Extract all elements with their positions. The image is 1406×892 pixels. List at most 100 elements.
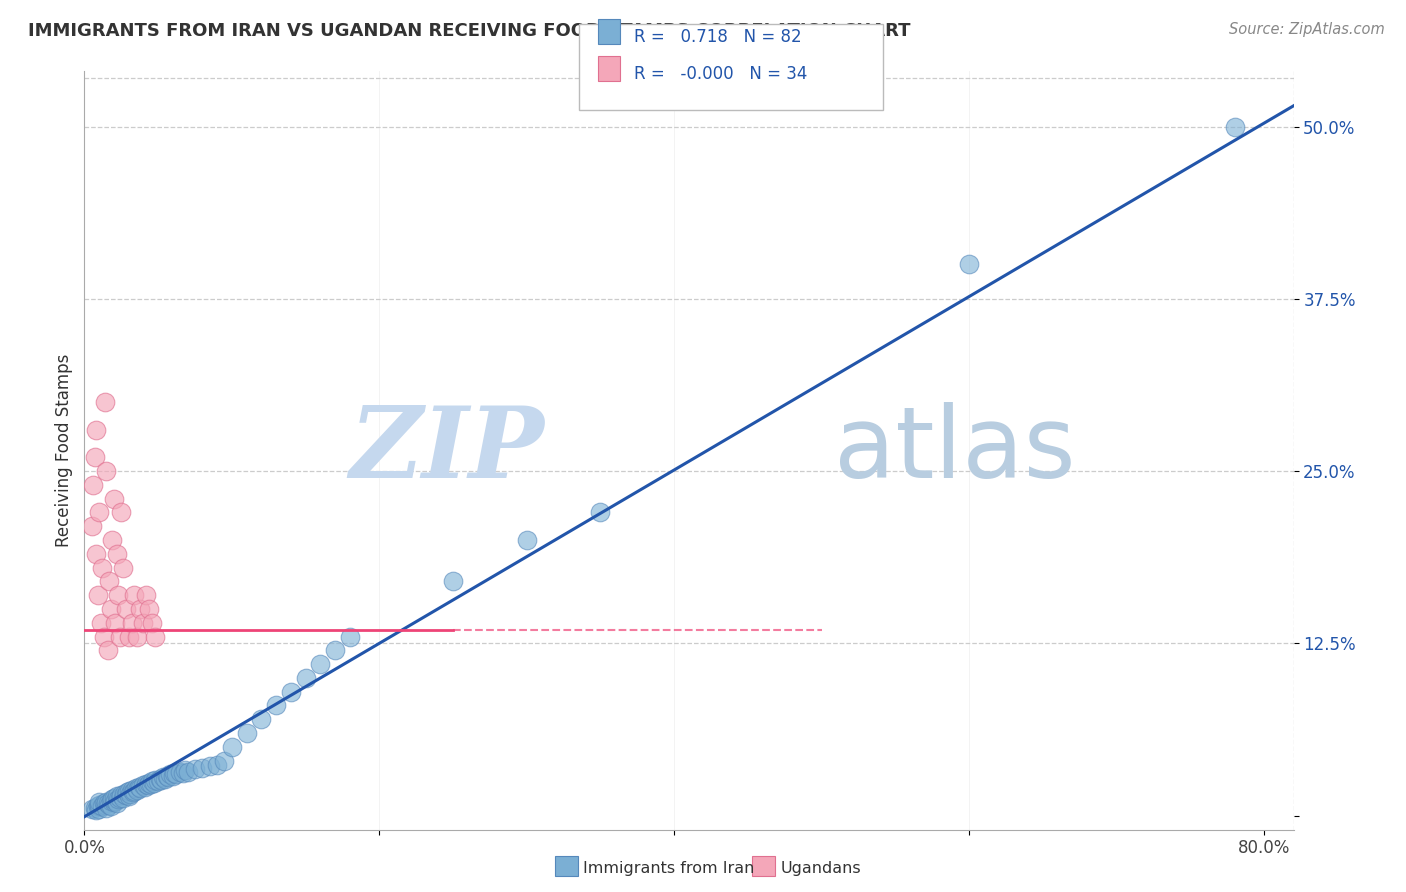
Point	[101, 533, 124, 547]
Point	[86, 799, 108, 814]
Text: R =   -0.000   N = 34: R = -0.000 N = 34	[634, 65, 807, 83]
Point	[111, 560, 134, 574]
Point	[135, 777, 157, 791]
Point	[142, 775, 165, 789]
Point	[156, 769, 179, 783]
Point	[96, 795, 118, 809]
Point	[157, 770, 180, 784]
Point	[108, 790, 131, 805]
Point	[120, 787, 142, 801]
Point	[124, 588, 146, 602]
Point	[101, 792, 124, 806]
Point	[250, 712, 273, 726]
Point	[105, 789, 128, 804]
Point	[80, 519, 103, 533]
Point	[235, 726, 257, 740]
Text: IMMIGRANTS FROM IRAN VS UGANDAN RECEIVING FOOD STAMPS CORRELATION CHART: IMMIGRANTS FROM IRAN VS UGANDAN RECEIVIN…	[28, 22, 911, 40]
Point	[104, 615, 127, 630]
Point	[135, 588, 157, 602]
Point	[104, 794, 127, 808]
Point	[129, 602, 152, 616]
Point	[176, 764, 198, 779]
Point	[117, 630, 139, 644]
Point	[132, 779, 155, 793]
Point	[264, 698, 287, 713]
Point	[103, 790, 125, 805]
Point	[589, 506, 612, 520]
Point	[162, 769, 184, 783]
Point	[214, 754, 236, 768]
Point	[172, 766, 194, 780]
Point	[103, 491, 125, 506]
Point	[84, 423, 107, 437]
Point	[294, 671, 316, 685]
Point	[141, 615, 163, 630]
Point	[173, 764, 195, 778]
Point	[97, 643, 120, 657]
Point	[94, 797, 117, 812]
Point	[84, 803, 107, 817]
Point	[132, 615, 155, 630]
Point	[114, 602, 136, 616]
Point	[98, 797, 121, 812]
Point	[105, 547, 128, 561]
Point	[96, 464, 118, 478]
Point	[84, 547, 107, 561]
Point	[105, 797, 128, 811]
Point	[86, 588, 108, 602]
Point	[110, 506, 132, 520]
Point	[124, 784, 146, 798]
Point	[121, 782, 143, 797]
Point	[100, 602, 122, 616]
Text: atlas: atlas	[834, 402, 1076, 499]
Point	[82, 478, 104, 492]
Point	[146, 774, 169, 789]
Point	[115, 785, 138, 799]
Text: ZIP: ZIP	[349, 402, 544, 499]
Point	[110, 788, 132, 802]
Point	[191, 760, 214, 774]
Point	[516, 533, 538, 547]
Point	[139, 777, 162, 791]
Point	[148, 772, 170, 786]
Point	[96, 800, 118, 814]
Point	[163, 766, 186, 780]
Point	[100, 794, 122, 808]
Point	[91, 560, 114, 574]
Point	[111, 790, 134, 805]
Point	[143, 630, 166, 644]
Point	[141, 774, 163, 789]
Point	[184, 762, 207, 776]
Point	[150, 772, 173, 787]
Point	[152, 770, 174, 784]
Point	[80, 802, 103, 816]
Point	[221, 739, 243, 754]
Point	[117, 784, 139, 798]
Point	[117, 789, 139, 804]
Point	[165, 767, 187, 781]
Point	[107, 588, 129, 602]
Point	[198, 759, 221, 773]
Point	[280, 684, 302, 698]
Y-axis label: Receiving Food Stamps: Receiving Food Stamps	[55, 354, 73, 547]
Point	[108, 630, 131, 644]
Point	[138, 775, 160, 789]
Point	[97, 797, 120, 811]
Point	[957, 257, 980, 271]
Point	[112, 787, 135, 801]
Point	[87, 795, 110, 809]
Point	[441, 574, 464, 589]
Point	[122, 785, 145, 799]
Point	[114, 788, 136, 802]
Point	[91, 799, 114, 814]
Point	[87, 802, 110, 816]
Point	[159, 767, 181, 781]
Point	[128, 780, 150, 794]
Point	[93, 630, 115, 644]
Point	[138, 602, 160, 616]
Point	[323, 643, 346, 657]
Point	[129, 781, 152, 796]
Point	[339, 630, 361, 644]
Point	[93, 797, 115, 811]
Point	[107, 792, 129, 806]
